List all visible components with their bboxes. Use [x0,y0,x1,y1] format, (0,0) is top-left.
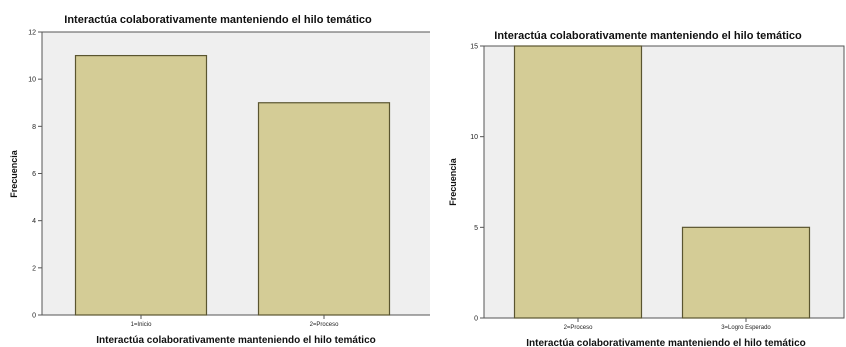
chart-left: Interactúa colaborativamente manteniendo… [9,14,430,346]
bar-1 [74,54,208,316]
y-axis-label: Frecuencia [448,157,458,206]
x-tick-label: 1=Inicio [131,322,153,328]
y-tick-label: 12 [28,30,36,37]
y-axis-label: Frecuencia [9,149,19,198]
y-tick-label: 0 [474,316,478,323]
bar-2 [681,226,811,319]
y-tick-label: 6 [32,171,36,178]
chart-right: Interactúa colaborativamente manteniendo… [440,0,846,347]
y-tick-label: 8 [32,124,36,131]
x-axis-label: Interactúa colaborativamente manteniendo… [96,335,376,346]
y-tick-label: 4 [32,218,36,225]
chart-title: Interactúa colaborativamente manteniendo… [64,14,372,26]
x-tick-label: 3=Logro Esperado [721,325,771,331]
y-tick-label: 0 [32,313,36,320]
bar-1 [513,45,643,319]
chart-title: Interactúa colaborativamente manteniendo… [494,30,802,42]
chart-right-svg: Interactúa colaborativamente manteniendo… [448,30,845,347]
y-tick-label: 5 [474,225,478,232]
chart-left-svg: Interactúa colaborativamente manteniendo… [9,14,430,346]
x-axis-label: Interactúa colaborativamente manteniendo… [526,338,806,347]
bar-2 [257,102,391,316]
x-tick-label: 2=Proceso [310,322,340,328]
y-tick-label: 15 [470,44,478,51]
y-tick-label: 2 [32,265,36,272]
y-tick-label: 10 [28,77,36,84]
y-tick-label: 10 [470,134,478,141]
x-tick-label: 2=Proceso [564,325,594,331]
